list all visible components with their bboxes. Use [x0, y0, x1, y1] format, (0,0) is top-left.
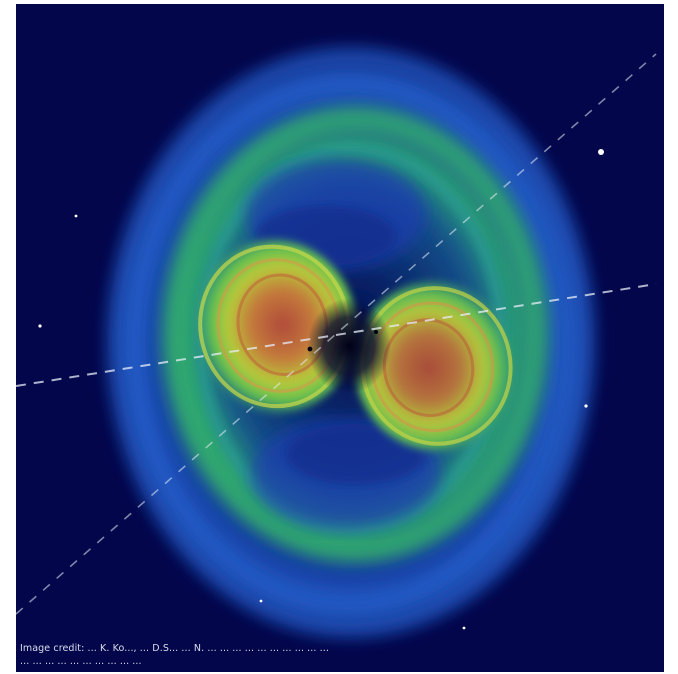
credit-line-1: Image credit: ... K. Ko..., ... D.S... .…	[20, 643, 330, 654]
dashed-line-diagonal	[16, 53, 657, 615]
star	[259, 599, 263, 603]
black-hole-point	[307, 346, 313, 352]
simulation-visualization	[16, 44, 657, 644]
star	[584, 404, 588, 408]
star	[38, 324, 42, 328]
star	[462, 626, 466, 630]
dashed-line-horizontal	[16, 283, 657, 387]
star	[74, 214, 78, 218]
credit-line-2: ... ... ... ... ... ... ... ... ... ...	[20, 656, 142, 667]
image-frame: Image credit: ... K. Ko..., ... D.S... .…	[16, 4, 664, 672]
black-hole-point	[374, 330, 378, 334]
dark-core	[307, 298, 391, 394]
star	[598, 149, 604, 155]
image-credit: Image credit: ... K. Ko..., ... D.S... .…	[20, 642, 656, 668]
